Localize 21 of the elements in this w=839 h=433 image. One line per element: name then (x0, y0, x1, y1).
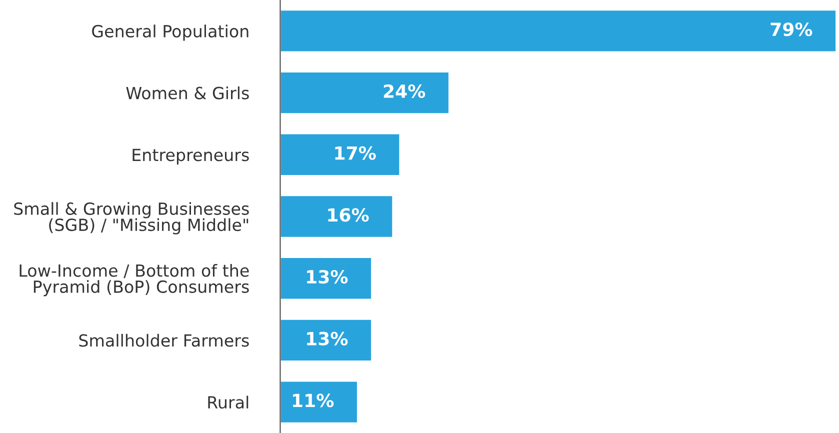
y-tick-label: Entrepreneurs (132, 148, 249, 164)
bar (280, 380, 358, 424)
bar (280, 71, 450, 115)
data-label: 79% (770, 22, 812, 36)
data-label: 17% (335, 146, 376, 160)
y-tick-label: Rural (208, 396, 248, 409)
y-tick-label: General Population (92, 24, 248, 41)
bar (280, 318, 372, 362)
y-tick-label: Low-Income / Bottom of the Pyramid (BoP) Consumers (20, 264, 249, 296)
data-label: 16% (328, 208, 369, 222)
data-label: 11% (293, 394, 334, 408)
data-label: 24% (384, 84, 426, 98)
bar (280, 194, 394, 238)
data-label: 13% (307, 332, 348, 346)
y-tick-label: Small & Growing Businesses (SGB) / "Missing Middle" (14, 202, 249, 234)
bar (280, 256, 372, 300)
bar (280, 132, 401, 176)
y-tick-label: Women & Girls (126, 86, 249, 100)
bar (280, 9, 837, 53)
data-label: 13% (307, 270, 348, 284)
y-tick-label: Smallholder Farmers (79, 334, 249, 347)
